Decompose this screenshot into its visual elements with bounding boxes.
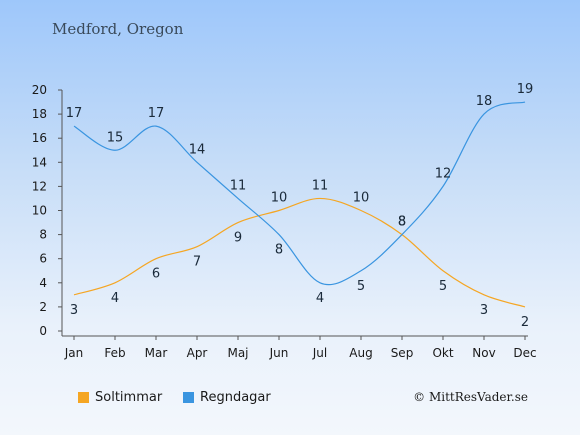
y-tick-label: 12 [32, 179, 47, 193]
data-label-regndagar: 17 [66, 106, 83, 121]
x-tick-label: Jul [312, 346, 327, 360]
data-label-regndagar: 18 [476, 94, 493, 109]
data-label-soltimmar: 2 [521, 315, 529, 330]
x-tick-label: Maj [227, 346, 248, 360]
y-tick-label: 16 [32, 131, 47, 145]
y-tick-label: 2 [39, 300, 47, 314]
y-tick-label: 8 [39, 228, 47, 242]
x-tick-label: Feb [104, 346, 125, 360]
series-line-soltimmar [73, 197, 526, 308]
series-line-regndagar [73, 101, 526, 286]
data-label-soltimmar: 9 [234, 231, 242, 246]
x-tick-label: Sep [391, 346, 414, 360]
data-label-regndagar: 14 [189, 142, 206, 157]
legend-label-regndagar: Regndagar [200, 390, 271, 405]
data-label-regndagar: 5 [357, 279, 365, 294]
data-label-soltimmar: 5 [439, 279, 447, 294]
y-tick-label: 20 [32, 83, 47, 97]
y-tick-label: 4 [39, 276, 47, 290]
x-tick-label: Aug [349, 346, 372, 360]
legend-item-regndagar: Regndagar [183, 390, 271, 405]
chart-title: Medford, Oregon [52, 20, 184, 38]
x-tick-label: Dec [513, 346, 536, 360]
data-label-regndagar: 11 [230, 178, 247, 193]
y-tick-label: 10 [32, 204, 47, 218]
data-label-soltimmar: 3 [480, 303, 488, 318]
y-tick-label: 14 [32, 155, 47, 169]
legend-swatch-regndagar [183, 392, 194, 403]
x-tick-label: Jun [269, 346, 289, 360]
series-lines [73, 101, 526, 308]
data-label-regndagar: 17 [148, 106, 165, 121]
y-tick-label: 18 [32, 107, 47, 121]
x-tick-label: Jan [64, 346, 84, 360]
data-label-regndagar: 4 [316, 291, 324, 306]
data-label-regndagar: 15 [107, 130, 124, 145]
x-tick-label: Apr [187, 346, 208, 360]
x-tick-label: Okt [432, 346, 453, 360]
x-tick-label: Mar [145, 346, 168, 360]
copyright-text: © MittResVader.se [413, 390, 528, 404]
data-label-soltimmar: 8 [398, 215, 406, 230]
data-label-regndagar: 8 [398, 215, 406, 230]
legend-item-soltimmar: Soltimmar [78, 390, 162, 405]
data-label-soltimmar: 4 [111, 291, 119, 306]
data-label-soltimmar: 3 [70, 303, 78, 318]
legend-label-soltimmar: Soltimmar [95, 390, 163, 405]
legend-swatch-soltimmar [78, 392, 89, 403]
axes: 0 2 4 6 8 10 12 14 16 18 20 Jan Feb Mar Apr Maj Jun Jul Au… [32, 83, 537, 360]
data-label-soltimmar: 10 [353, 191, 370, 206]
data-label-regndagar: 8 [275, 243, 283, 258]
x-tick-label: Nov [472, 346, 495, 360]
data-label-regndagar: 12 [435, 166, 452, 181]
y-tick-label: 6 [39, 252, 47, 266]
data-label-soltimmar: 10 [271, 191, 288, 206]
data-label-soltimmar: 6 [152, 267, 160, 282]
data-label-regndagar: 19 [517, 82, 534, 97]
y-tick-label: 0 [39, 324, 47, 338]
data-label-soltimmar: 7 [193, 255, 201, 270]
data-label-soltimmar: 11 [312, 178, 329, 193]
